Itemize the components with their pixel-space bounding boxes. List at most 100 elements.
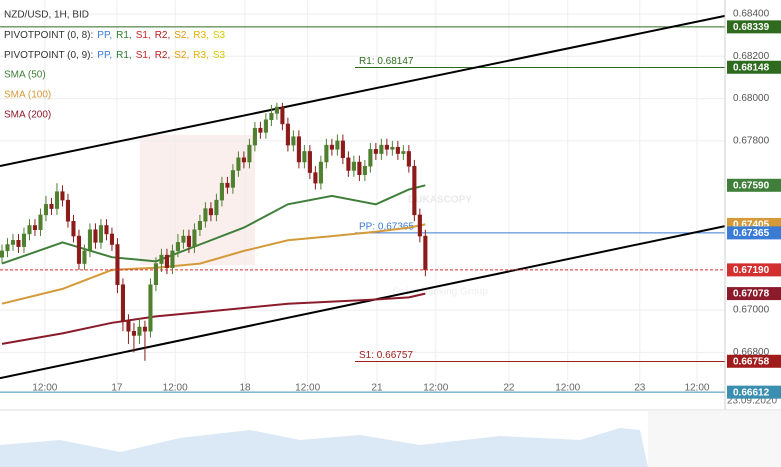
candle-body — [82, 250, 87, 264]
candle-body — [417, 214, 422, 237]
x-tick-label: 12:00 — [423, 383, 448, 394]
legend-pivot-item: S2, — [174, 30, 189, 41]
price-badge-label: 0.68339 — [733, 22, 770, 33]
candle-body — [192, 229, 197, 247]
x-tick-label: 18 — [239, 383, 251, 394]
price-badge-label: 0.67590 — [733, 180, 770, 191]
candle-body — [384, 144, 389, 150]
candle-body — [390, 146, 395, 150]
y-tick-label: 0.68200 — [733, 51, 770, 62]
y-tick-label: 0.67000 — [733, 305, 770, 316]
candle-body — [126, 320, 131, 332]
candle-body — [87, 229, 93, 252]
candle-body — [269, 113, 274, 120]
candle-body — [137, 326, 142, 336]
x-tick-label: 12:00 — [163, 383, 188, 394]
trendline — [0, 225, 726, 380]
legend-pivot-item: R1, — [116, 30, 132, 41]
candle-body — [274, 106, 279, 114]
price-badge — [727, 354, 781, 368]
candle-body — [335, 140, 340, 150]
trendline — [0, 14, 726, 168]
candle-body — [153, 263, 158, 285]
candle-body — [296, 136, 301, 163]
x-tick-label: 17 — [111, 383, 123, 394]
x-tick-label: 22 — [503, 383, 515, 394]
candle-body — [170, 250, 175, 269]
candle-body — [395, 146, 400, 154]
candle-body — [412, 166, 417, 216]
candle-body — [104, 225, 109, 235]
legend-pivot-item: R1, — [116, 50, 132, 61]
candle-body — [159, 254, 164, 264]
candle-body — [93, 229, 98, 243]
candle-body — [324, 144, 329, 163]
pivot-label: R1: 0.68147 — [359, 56, 414, 67]
y-tick-label: 0.68000 — [733, 93, 770, 104]
candle-body — [351, 161, 356, 171]
candle-body — [27, 225, 32, 235]
legend-pivot-item: PP, — [97, 30, 112, 41]
sma-line — [1, 184, 426, 265]
legend-pivot-item: S1, — [136, 50, 151, 61]
candle-body — [38, 214, 43, 230]
candle-body — [49, 204, 54, 209]
candle-body — [208, 208, 213, 216]
x-tick-label: 12:00 — [32, 383, 57, 394]
price-badge-label: 0.67365 — [733, 228, 770, 239]
candle-body — [313, 172, 318, 184]
legend-entry: SMA (200) — [4, 110, 51, 121]
legend-pivot-item: R3, — [193, 30, 209, 41]
candle-body — [175, 242, 180, 252]
candle-body — [21, 233, 27, 247]
pivot-label: S1: 0.66757 — [359, 350, 413, 361]
candle-body — [307, 151, 312, 173]
candle-body — [0, 250, 5, 258]
price-badge — [727, 287, 781, 301]
candle-body — [247, 144, 252, 163]
candle-body — [115, 244, 120, 285]
candle-body — [60, 191, 65, 201]
legend-pivot-item: S2, — [174, 50, 189, 61]
legend-pivot-item: S3 — [213, 30, 226, 41]
candle-body — [98, 225, 103, 243]
price-badge-label: 0.67078 — [733, 289, 770, 300]
candle-body — [362, 166, 367, 175]
candle-body — [291, 136, 296, 146]
watermark: Swiss Banking Group — [392, 287, 488, 298]
candle-body — [230, 170, 235, 188]
x-tick-label: 12:00 — [684, 383, 709, 394]
price-badge — [727, 226, 781, 240]
price-badge — [727, 20, 781, 34]
legend-pivot-item: R2, — [155, 30, 171, 41]
legend-pivot: PIVOTPOINT (0, 8): PP, R1, S1, R2, S2, R3, S3 — [4, 30, 226, 41]
candle-body — [280, 106, 285, 125]
legend-pivot-name: PIVOTPOINT (0, 9): — [4, 50, 93, 61]
candle-body — [109, 233, 114, 245]
candle-body — [258, 127, 263, 133]
price-badge — [727, 60, 781, 74]
x-tick-label: 12:00 — [555, 383, 580, 394]
watermark-logo — [140, 135, 255, 265]
candle-body — [401, 151, 406, 154]
candle-body — [148, 284, 153, 332]
candle-body — [214, 199, 219, 216]
legend-pivot-item: R2, — [155, 50, 171, 61]
legend-pivot-item: S1, — [136, 30, 151, 41]
legend-pivot: PIVOTPOINT (0, 9): PP, R1, S1, R2, S2, R3, S3 — [4, 50, 226, 61]
sma-line — [1, 292, 426, 345]
candle-body — [357, 161, 362, 175]
candle-body — [142, 326, 147, 332]
candle-body — [340, 140, 345, 159]
candle-body — [16, 240, 21, 247]
legend-pivot-item: PP, — [97, 50, 112, 61]
legend-pivot-item: S3 — [213, 50, 226, 61]
pivot-label: PP: 0.67365 — [359, 222, 414, 233]
legend-entry: SMA (50) — [4, 70, 46, 81]
candle-body — [406, 151, 411, 167]
candle-body — [368, 149, 373, 167]
candle-body — [10, 240, 16, 245]
candle-body — [236, 157, 241, 171]
